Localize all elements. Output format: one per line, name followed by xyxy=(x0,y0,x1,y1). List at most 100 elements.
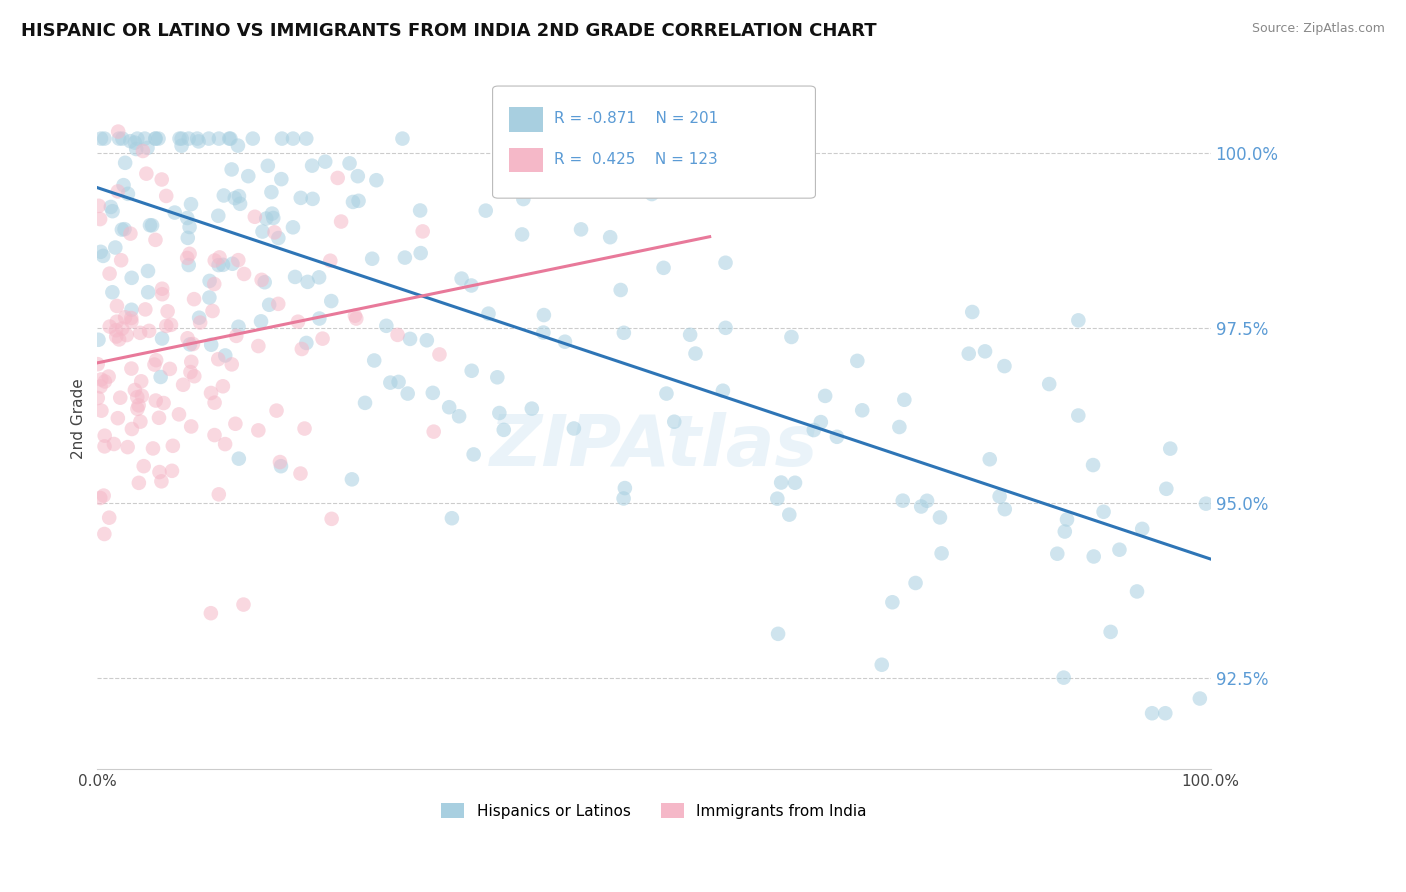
Point xyxy=(90,244,112,259)
Point xyxy=(366,173,388,187)
Point xyxy=(780,330,803,344)
Point xyxy=(212,379,235,393)
Point xyxy=(208,251,231,265)
Point xyxy=(679,327,702,342)
Point xyxy=(974,344,997,359)
Point xyxy=(252,225,274,239)
FancyBboxPatch shape xyxy=(492,86,815,198)
Point xyxy=(104,240,127,254)
Point xyxy=(412,224,434,238)
Point xyxy=(314,154,336,169)
Point xyxy=(308,270,330,285)
Point xyxy=(851,403,873,417)
Point xyxy=(613,326,636,340)
Point xyxy=(98,267,121,281)
Point xyxy=(321,294,343,309)
Point xyxy=(200,386,222,401)
Point xyxy=(124,136,146,150)
Point xyxy=(1038,377,1060,392)
Point xyxy=(115,328,138,343)
Point xyxy=(416,333,439,347)
Point xyxy=(145,131,167,145)
Point xyxy=(396,386,419,401)
Point xyxy=(131,389,153,403)
Point xyxy=(93,131,115,145)
Point xyxy=(1126,584,1149,599)
Point xyxy=(250,273,273,287)
Point xyxy=(117,440,139,454)
Point xyxy=(271,131,294,145)
Point xyxy=(200,606,222,620)
Point xyxy=(86,357,108,371)
Point xyxy=(1081,458,1104,472)
Point xyxy=(979,452,1001,467)
Point xyxy=(228,319,250,334)
Point xyxy=(437,401,460,415)
Point xyxy=(139,218,162,232)
Point xyxy=(224,417,246,431)
Point xyxy=(711,384,734,398)
Point xyxy=(187,135,209,149)
Point xyxy=(160,318,183,332)
Point xyxy=(343,309,366,323)
Point xyxy=(232,598,254,612)
Point xyxy=(93,428,115,442)
Point xyxy=(90,372,112,386)
Point xyxy=(460,278,482,293)
Point xyxy=(97,369,120,384)
Point xyxy=(180,355,202,369)
Point xyxy=(170,138,193,153)
Point xyxy=(121,422,143,436)
Point xyxy=(422,425,444,439)
Point xyxy=(460,364,482,378)
Point xyxy=(100,200,122,214)
Point xyxy=(110,391,132,405)
Point xyxy=(267,231,290,245)
Point xyxy=(361,252,384,266)
Point xyxy=(422,385,444,400)
Point xyxy=(114,156,136,170)
Point xyxy=(120,134,142,148)
Point xyxy=(533,308,555,322)
Point xyxy=(188,316,211,330)
Point xyxy=(214,437,236,451)
Point xyxy=(104,323,127,337)
Point xyxy=(150,332,173,346)
Point xyxy=(207,209,229,223)
Point xyxy=(1067,313,1090,327)
Point xyxy=(770,475,793,490)
Point xyxy=(387,375,409,389)
Point xyxy=(91,249,114,263)
Point xyxy=(1140,706,1163,721)
Point xyxy=(363,353,385,368)
Point xyxy=(179,337,201,351)
Point xyxy=(915,493,938,508)
Point xyxy=(562,421,585,435)
Point xyxy=(111,222,134,236)
Point xyxy=(176,251,198,265)
Point xyxy=(242,131,264,145)
Y-axis label: 2nd Grade: 2nd Grade xyxy=(72,378,86,459)
Text: R = -0.871    N = 201: R = -0.871 N = 201 xyxy=(554,112,718,127)
Point xyxy=(247,423,270,437)
Point xyxy=(904,576,927,591)
Point xyxy=(134,302,156,317)
Point xyxy=(156,304,179,318)
Point xyxy=(846,354,869,368)
Point xyxy=(105,329,128,343)
Point xyxy=(260,185,283,199)
Point xyxy=(270,172,292,186)
Point xyxy=(330,214,353,228)
Point xyxy=(267,297,290,311)
Point xyxy=(1130,522,1153,536)
Point xyxy=(554,334,576,349)
Point xyxy=(510,227,533,242)
Point xyxy=(93,489,115,503)
Point xyxy=(910,500,932,514)
Point xyxy=(214,348,236,362)
Point xyxy=(108,333,131,347)
Point xyxy=(463,447,485,461)
Point xyxy=(346,169,368,183)
Point xyxy=(128,398,150,412)
Point xyxy=(284,269,307,284)
